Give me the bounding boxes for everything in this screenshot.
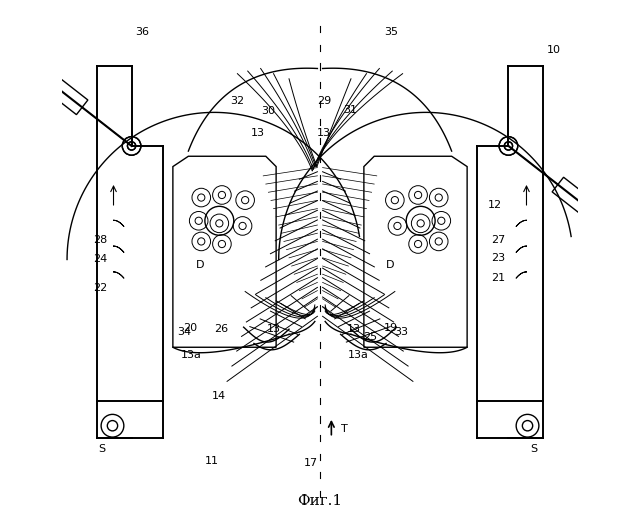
Text: 10: 10	[547, 46, 561, 56]
Text: 35: 35	[384, 28, 398, 37]
Text: 13: 13	[251, 128, 265, 138]
Text: 25: 25	[364, 332, 378, 342]
Text: Фиг.1: Фиг.1	[298, 494, 342, 508]
Text: 13a: 13a	[180, 350, 202, 360]
Text: 19: 19	[384, 323, 398, 333]
Text: T: T	[341, 424, 348, 434]
Text: 36: 36	[135, 28, 149, 37]
Text: 13: 13	[266, 324, 280, 334]
Text: 13: 13	[347, 324, 361, 334]
Text: 13: 13	[317, 128, 331, 138]
Text: 27: 27	[491, 235, 505, 245]
Text: 34: 34	[178, 327, 192, 337]
Text: 11: 11	[205, 456, 219, 466]
Text: 29: 29	[317, 95, 332, 105]
Text: 13a: 13a	[348, 350, 369, 360]
Text: 14: 14	[212, 391, 227, 401]
Text: 30: 30	[261, 106, 275, 116]
Text: D: D	[196, 260, 205, 270]
Text: S: S	[99, 444, 106, 455]
Text: 31: 31	[343, 105, 357, 115]
Text: 12: 12	[488, 200, 502, 210]
Text: 28: 28	[93, 235, 108, 245]
Text: 22: 22	[93, 283, 108, 293]
Text: 26: 26	[214, 324, 228, 334]
Text: 20: 20	[183, 323, 197, 333]
Text: 33: 33	[395, 327, 408, 337]
Text: 23: 23	[491, 253, 505, 264]
Text: 24: 24	[93, 254, 108, 265]
Text: 21: 21	[491, 272, 505, 282]
Text: D: D	[385, 260, 394, 270]
Text: S: S	[531, 444, 538, 455]
Text: 32: 32	[230, 95, 244, 105]
Text: 17: 17	[304, 458, 318, 469]
